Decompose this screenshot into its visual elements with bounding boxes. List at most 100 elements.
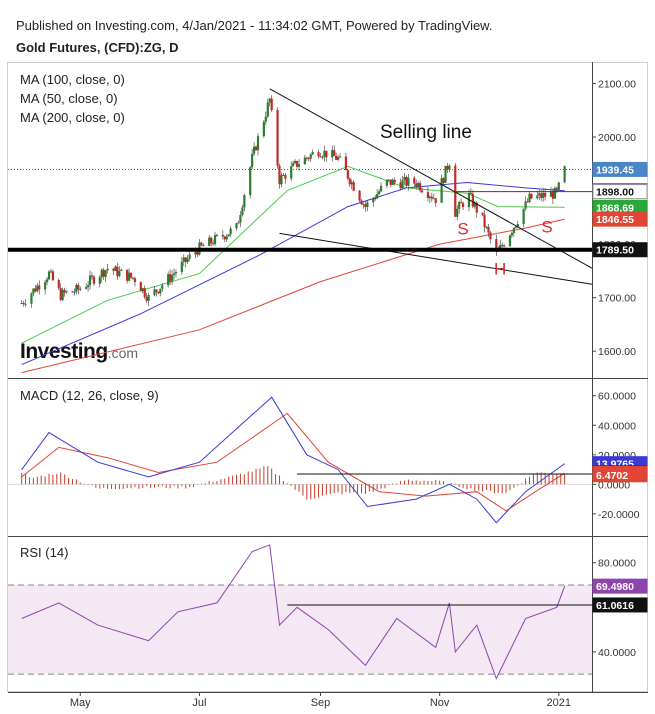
candle-body bbox=[303, 157, 306, 165]
candle-body bbox=[227, 234, 230, 237]
candle-body bbox=[202, 245, 205, 247]
candle-body bbox=[98, 277, 101, 284]
candle-body bbox=[129, 272, 133, 278]
candle-body bbox=[170, 275, 174, 282]
candle-body bbox=[350, 182, 353, 185]
candle-body bbox=[344, 156, 347, 171]
ma50-legend: MA (50, close, 0) bbox=[20, 91, 118, 106]
candle-body bbox=[495, 239, 498, 252]
candle-body bbox=[223, 236, 226, 240]
candle-body bbox=[335, 155, 338, 160]
candle-body bbox=[215, 234, 219, 236]
candle-body bbox=[473, 202, 476, 207]
candle-body bbox=[379, 185, 383, 192]
candle-body bbox=[102, 269, 105, 277]
candle-body bbox=[284, 174, 287, 179]
candle-body bbox=[374, 198, 377, 200]
candle-body bbox=[297, 164, 301, 167]
candle-body bbox=[563, 166, 566, 183]
candle-body bbox=[364, 204, 367, 208]
candle-body bbox=[51, 271, 55, 281]
candle-body bbox=[321, 156, 324, 158]
candle-body bbox=[92, 276, 96, 284]
x-tick-label: Nov bbox=[430, 697, 450, 709]
rsi-band bbox=[8, 585, 592, 675]
candle-body bbox=[446, 165, 449, 170]
candle-body bbox=[86, 285, 90, 288]
candle-body bbox=[290, 166, 293, 179]
candle-body bbox=[196, 252, 199, 255]
candle-body bbox=[448, 165, 451, 170]
candle-body bbox=[174, 272, 178, 274]
candle-body bbox=[458, 202, 461, 209]
rsi-value-tag bbox=[592, 597, 648, 613]
candle-body bbox=[112, 268, 115, 271]
candle-body bbox=[544, 192, 547, 197]
candle-body bbox=[57, 280, 60, 289]
price-value-tag-label: 1868.69 bbox=[596, 202, 634, 214]
candle-body bbox=[426, 192, 430, 198]
candle-body bbox=[213, 235, 217, 245]
candle-body bbox=[278, 165, 281, 185]
candle-body bbox=[319, 156, 322, 158]
candle-body bbox=[362, 204, 365, 206]
price-value-tag-label: 1939.45 bbox=[596, 164, 634, 176]
candle-body bbox=[413, 177, 416, 184]
candle-body bbox=[385, 179, 389, 186]
candle-body bbox=[235, 223, 238, 229]
candle-body bbox=[182, 257, 185, 262]
candle-body bbox=[268, 98, 271, 103]
candle-body bbox=[549, 191, 553, 197]
candle-body bbox=[444, 165, 447, 183]
candle-body bbox=[45, 279, 49, 283]
candle-body bbox=[405, 177, 408, 186]
price-value-tag-label: 1789.50 bbox=[596, 245, 634, 257]
candle-body bbox=[210, 237, 213, 244]
candle-body bbox=[325, 150, 328, 158]
candle-body bbox=[528, 193, 531, 203]
candle-body bbox=[485, 226, 488, 228]
candle-body bbox=[90, 275, 94, 277]
price-tick-label: 1700.00 bbox=[598, 293, 636, 305]
candle-body bbox=[376, 193, 379, 199]
candle-body bbox=[360, 200, 363, 205]
candle-body bbox=[333, 150, 336, 156]
rsi-line bbox=[21, 544, 566, 680]
candle-body bbox=[292, 163, 295, 167]
candle-body bbox=[241, 207, 244, 216]
candle-body bbox=[430, 196, 433, 199]
candle-body bbox=[237, 222, 240, 224]
candle-body bbox=[211, 243, 215, 245]
price-value-tag-label: 1846.55 bbox=[596, 214, 634, 226]
candle-body bbox=[419, 183, 422, 191]
macd-tick-label: -20.0000 bbox=[598, 509, 640, 521]
candle-body bbox=[184, 257, 187, 262]
candle-body bbox=[32, 288, 35, 294]
candle-body bbox=[143, 288, 146, 297]
candle-body bbox=[530, 193, 533, 199]
candle-body bbox=[30, 293, 33, 304]
candle-body bbox=[145, 296, 148, 301]
candle-body bbox=[225, 236, 228, 240]
candle-body bbox=[415, 183, 418, 187]
candle-body bbox=[38, 285, 41, 290]
candle-body bbox=[366, 202, 369, 208]
candle-body bbox=[487, 226, 490, 233]
macd-tick-label: 40.0000 bbox=[598, 420, 636, 432]
candle-body bbox=[456, 208, 459, 217]
candle-body bbox=[49, 271, 53, 273]
candle-body bbox=[47, 271, 51, 280]
candle-body bbox=[499, 244, 502, 250]
price-value-tag bbox=[592, 242, 648, 258]
macd-value-tag-label: 6.4702 bbox=[596, 470, 628, 482]
candle-body bbox=[555, 187, 558, 190]
candle-body bbox=[311, 152, 314, 155]
macd-title: MACD (12, 26, close, 9) bbox=[20, 388, 159, 403]
candle-body bbox=[348, 178, 351, 185]
price-tick-label: 1600.00 bbox=[598, 346, 636, 358]
candle-body bbox=[503, 245, 506, 247]
candle-body bbox=[180, 261, 183, 273]
candle-body bbox=[44, 282, 47, 290]
candle-body bbox=[116, 266, 119, 277]
